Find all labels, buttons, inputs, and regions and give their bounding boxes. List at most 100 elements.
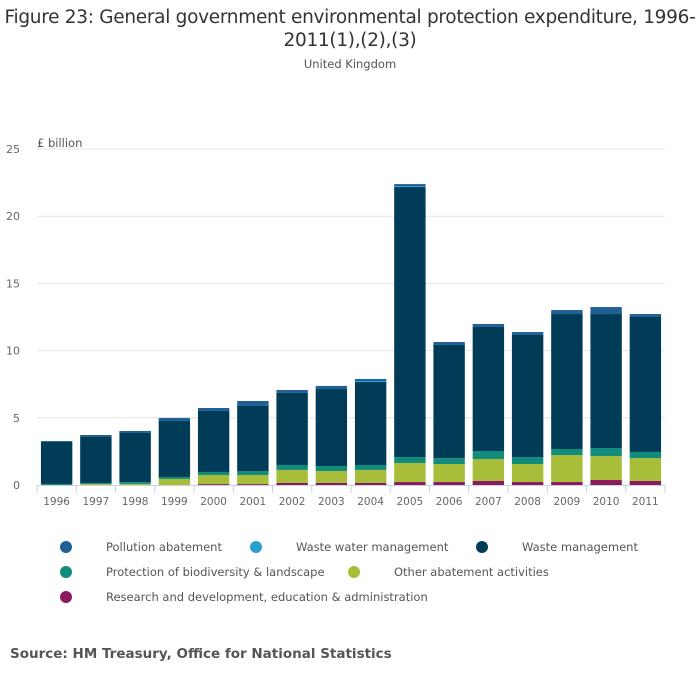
bar-segment[interactable] xyxy=(40,441,73,442)
bar-stack-2009[interactable] xyxy=(551,310,583,485)
bar-segment[interactable] xyxy=(629,458,662,481)
x-tick-label: 1997 xyxy=(83,496,110,508)
bar-segment[interactable] xyxy=(590,480,622,485)
bar-segment[interactable] xyxy=(237,475,269,485)
bar-segment[interactable] xyxy=(354,382,387,465)
bar-segment[interactable] xyxy=(276,392,308,465)
bar-segment[interactable] xyxy=(511,464,544,483)
bar-segment[interactable] xyxy=(237,471,269,476)
bar-segment[interactable] xyxy=(354,482,387,485)
bar-segment[interactable] xyxy=(511,335,544,458)
bar-segment[interactable] xyxy=(354,464,387,470)
bar-segment[interactable] xyxy=(315,389,348,467)
bar-stack-1999[interactable] xyxy=(158,417,191,485)
bar-segment[interactable] xyxy=(315,385,348,390)
bar-segment[interactable] xyxy=(197,475,230,485)
bar-segment[interactable] xyxy=(629,480,662,485)
bar-segment[interactable] xyxy=(433,458,465,465)
bar-segment[interactable] xyxy=(80,482,112,484)
bar-segment[interactable] xyxy=(315,482,348,485)
bar-segment[interactable] xyxy=(472,323,505,327)
bar-segment[interactable] xyxy=(237,484,269,485)
bar-segment[interactable] xyxy=(590,448,622,456)
bar-segment[interactable] xyxy=(119,430,151,433)
bar-segment[interactable] xyxy=(511,332,544,336)
bar-segment[interactable] xyxy=(551,482,583,485)
bar-segment[interactable] xyxy=(197,484,230,485)
bar-segment[interactable] xyxy=(197,407,230,411)
bar-stack-2002[interactable] xyxy=(276,389,308,485)
bar-segment[interactable] xyxy=(276,482,308,485)
bar-segment[interactable] xyxy=(80,437,112,483)
bar-stack-2006[interactable] xyxy=(433,341,465,485)
bar-segment[interactable] xyxy=(394,482,426,485)
bar-segment[interactable] xyxy=(629,314,662,317)
bar-stack-2007[interactable] xyxy=(472,323,505,485)
bar-segment[interactable] xyxy=(511,482,544,485)
bar-segment[interactable] xyxy=(119,432,151,483)
bar-stack-1998[interactable] xyxy=(119,430,151,485)
bar-segment[interactable] xyxy=(119,482,151,484)
bar-segment[interactable] xyxy=(472,459,505,481)
bar-segment[interactable] xyxy=(394,186,426,188)
bar-segment[interactable] xyxy=(433,344,465,459)
bar-segment[interactable] xyxy=(511,457,544,465)
bar-segment[interactable] xyxy=(80,435,112,438)
bar-segment[interactable] xyxy=(40,483,73,485)
chart-subtitle: United Kingdom xyxy=(303,57,397,71)
bar-segment[interactable] xyxy=(472,326,505,451)
bar-stack-2000[interactable] xyxy=(197,407,230,485)
bar-segment[interactable] xyxy=(315,466,348,472)
bar-stack-2001[interactable] xyxy=(237,401,269,485)
bar-stack-1997[interactable] xyxy=(80,435,112,485)
bar-segment[interactable] xyxy=(394,462,426,483)
bar-stack-2011[interactable] xyxy=(629,314,662,485)
bar-segment[interactable] xyxy=(354,469,387,483)
bar-segment[interactable] xyxy=(158,421,191,477)
bar-segment[interactable] xyxy=(354,378,387,381)
stacked-bar-chart: 0 5 10 15 20 25 £ billion 1996 1997 1998 1999 200… xyxy=(6,136,666,508)
bar-segment[interactable] xyxy=(590,307,622,315)
bar-stack-2003[interactable] xyxy=(315,385,348,485)
bar-segment[interactable] xyxy=(237,405,269,472)
bar-segment[interactable] xyxy=(590,455,622,481)
bar-segment[interactable] xyxy=(197,410,230,472)
bar-segment[interactable] xyxy=(158,478,191,485)
bar-segment[interactable] xyxy=(472,480,505,485)
bar-segment[interactable] xyxy=(629,317,662,452)
bar-segment[interactable] xyxy=(80,483,112,485)
bar-segment[interactable] xyxy=(551,314,583,449)
bar-segment[interactable] xyxy=(551,448,583,456)
bar-segment[interactable] xyxy=(276,389,308,393)
bar-segment[interactable] xyxy=(394,184,426,187)
legend-label: Pollution abatement xyxy=(106,540,222,554)
bar-segment[interactable] xyxy=(276,469,308,483)
bar-segment[interactable] xyxy=(354,380,387,383)
bar-stack-1996[interactable] xyxy=(40,441,73,485)
bar-segment[interactable] xyxy=(433,341,465,345)
bar-stack-2010[interactable] xyxy=(590,307,622,485)
bar-segment[interactable] xyxy=(433,464,465,483)
bar-stack-2004[interactable] xyxy=(354,378,387,485)
bar-segment[interactable] xyxy=(551,310,583,315)
bar-segment[interactable] xyxy=(315,471,348,483)
bar-segment[interactable] xyxy=(40,441,73,484)
bar-segment[interactable] xyxy=(119,483,151,485)
bar-segment[interactable] xyxy=(394,187,426,458)
bar-segment[interactable] xyxy=(158,417,191,422)
bar-stack-2005[interactable] xyxy=(394,184,426,485)
bar-segment[interactable] xyxy=(237,401,269,406)
bar-segment[interactable] xyxy=(590,314,622,449)
bar-segment[interactable] xyxy=(629,451,662,459)
bar-segment[interactable] xyxy=(276,464,308,470)
bar-segment[interactable] xyxy=(394,457,426,463)
bar-stack-2008[interactable] xyxy=(511,332,544,485)
legend-swatch xyxy=(476,541,488,553)
bar-segment[interactable] xyxy=(158,476,191,479)
bar-segment[interactable] xyxy=(472,450,505,460)
bar-segment[interactable] xyxy=(551,455,583,483)
bar-segment[interactable] xyxy=(197,471,230,476)
legend-swatch xyxy=(60,541,72,553)
bar-segment[interactable] xyxy=(433,482,465,485)
x-tick-label: 2006 xyxy=(436,496,463,508)
